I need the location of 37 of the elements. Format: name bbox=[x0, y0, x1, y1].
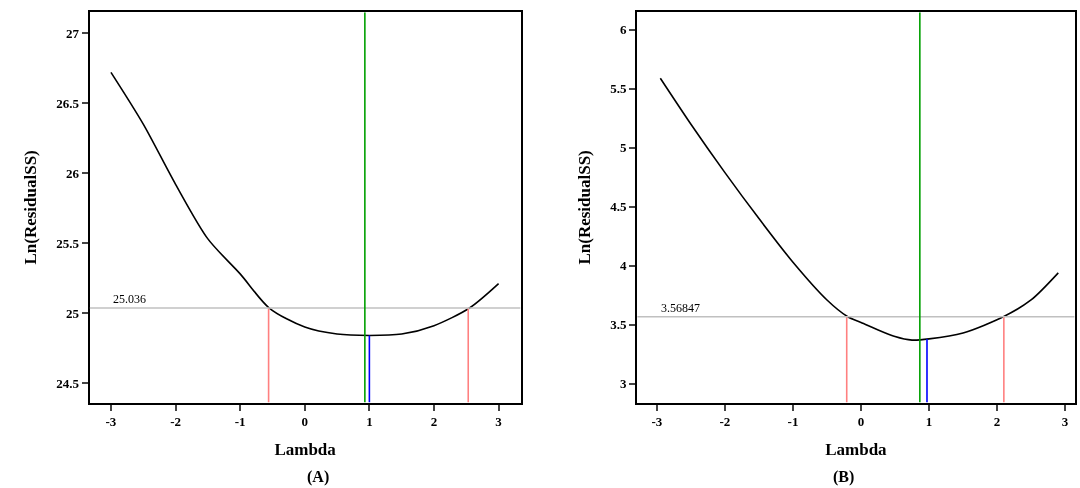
y-tick-label: 26.5 bbox=[56, 95, 80, 111]
x-tick-label: -3 bbox=[651, 414, 663, 430]
x-tick-label: 1 bbox=[366, 414, 373, 430]
x-tick-label: 0 bbox=[857, 414, 865, 430]
x-axis-title: Lambda bbox=[274, 440, 337, 460]
y-tick-label: 25 bbox=[66, 305, 80, 321]
text: (A) bbox=[307, 468, 330, 486]
y-tick-label: 3 bbox=[620, 376, 628, 392]
y-tick-label: 5 bbox=[620, 140, 628, 156]
y-tick-label: 3.5 bbox=[610, 317, 628, 333]
y-tick-label: 26 bbox=[66, 165, 80, 181]
y-tick-label: 27 bbox=[66, 25, 80, 41]
x-tick-label: 3 bbox=[1061, 414, 1069, 430]
x-tick-label: -3 bbox=[105, 414, 117, 430]
x-axis-title: Lambda bbox=[825, 440, 888, 460]
y-tick-label: 4 bbox=[620, 258, 628, 274]
line-series bbox=[659, 77, 1060, 341]
ref-line-label: 25.036 bbox=[113, 292, 146, 306]
y-tick-label: 24.5 bbox=[56, 375, 80, 391]
y-tick-label: 5.5 bbox=[610, 81, 628, 97]
x-tick-label: 1 bbox=[925, 414, 933, 430]
x-tick-label: 3 bbox=[495, 414, 503, 430]
x-tick-label: 2 bbox=[430, 414, 438, 430]
y-axis-title: Ln(ResidualSS) bbox=[21, 150, 41, 265]
x-tick-label: -2 bbox=[170, 414, 181, 430]
x-tick-label: -1 bbox=[787, 414, 799, 430]
ref-line-label: 3.56847 bbox=[661, 301, 700, 315]
y-tick-label: 6 bbox=[620, 22, 628, 38]
y-tick-label: 4.5 bbox=[610, 199, 628, 215]
text: (B) bbox=[833, 468, 855, 486]
y-axis-title: Ln(ResidualSS) bbox=[575, 150, 595, 265]
y-tick-label: 25.5 bbox=[56, 235, 80, 251]
line-series bbox=[110, 71, 500, 337]
x-tick-label: 2 bbox=[993, 414, 1001, 430]
x-tick-label: -1 bbox=[234, 414, 246, 430]
x-tick-label: 0 bbox=[301, 414, 309, 430]
x-tick-label: -2 bbox=[719, 414, 731, 430]
